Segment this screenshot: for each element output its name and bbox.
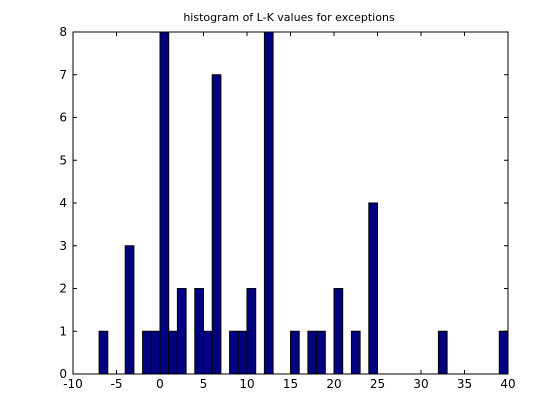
histogram-bar: [263, 31, 274, 375]
x-tick-label: -5: [111, 377, 123, 391]
histogram-bar: [246, 288, 257, 375]
histogram-bar: [437, 330, 448, 375]
x-tick-label: 25: [370, 377, 385, 391]
y-tick-label: 8: [59, 25, 67, 39]
x-tick-label: 20: [326, 377, 341, 391]
histogram-bar: [98, 330, 109, 375]
histogram-bar: [316, 330, 326, 375]
y-tick-label: 5: [59, 153, 67, 167]
y-tick-label: 2: [59, 282, 67, 296]
y-tick-label: 7: [59, 68, 67, 82]
plot-area: [73, 32, 508, 374]
y-tick-label: 3: [59, 239, 67, 253]
plot-frame: [72, 31, 509, 375]
histogram-bar: [229, 330, 239, 375]
histogram-bar: [290, 330, 300, 375]
x-tick-label: 0: [156, 377, 164, 391]
y-tick-label: 4: [59, 196, 67, 210]
histogram-bar: [142, 330, 152, 375]
x-tick-label: 35: [457, 377, 472, 391]
x-axis: -10 -5 0 5 10 15 20 25 30 35 40: [63, 32, 516, 391]
histogram-bar: [333, 288, 344, 375]
histogram-bar: [368, 202, 378, 375]
x-tick-label: 10: [239, 377, 254, 391]
histogram-bar: [307, 330, 318, 375]
histogram-bar: [237, 330, 248, 375]
histogram-bar: [211, 74, 222, 375]
histogram-bar: [168, 330, 178, 375]
y-tick-label: 0: [59, 367, 67, 381]
histogram-bar: [176, 288, 187, 375]
x-tick-label: 30: [413, 377, 428, 391]
x-tick-label: 5: [200, 377, 208, 391]
histogram-bar: [150, 330, 161, 375]
x-tick-label: 40: [500, 377, 515, 391]
histogram-bar: [203, 330, 213, 375]
x-tick-label: 15: [283, 377, 298, 391]
histogram-bar: [159, 31, 170, 375]
y-tick-label: 6: [59, 111, 67, 125]
histogram-bar: [350, 330, 361, 375]
y-tick-label: 1: [59, 324, 67, 338]
chart-title: histogram of L-K values for exceptions: [183, 11, 395, 24]
histogram-bar: [124, 245, 135, 375]
x-tick-label: -10: [63, 377, 83, 391]
histogram-bar: [194, 288, 205, 375]
histogram-bar: [498, 330, 509, 375]
